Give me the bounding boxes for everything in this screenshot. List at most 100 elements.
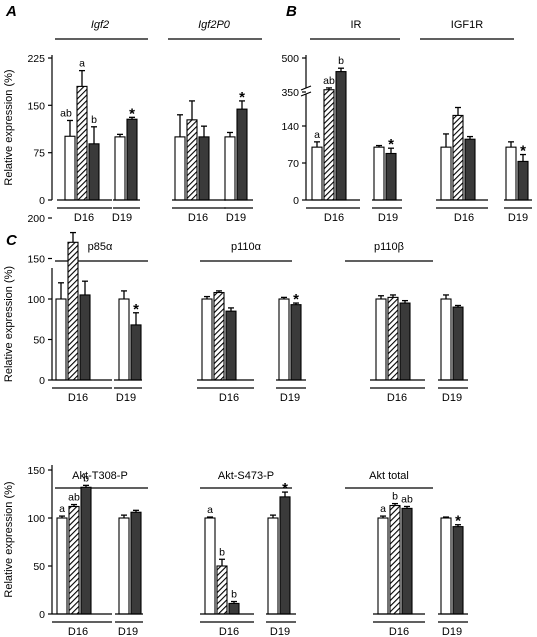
bar bbox=[452, 526, 464, 615]
x-group-label: D19 bbox=[116, 392, 136, 404]
bar bbox=[186, 119, 198, 201]
y-tick-label: 100 bbox=[27, 294, 45, 306]
y-tick-label: 500 bbox=[281, 53, 299, 65]
bar bbox=[464, 138, 476, 201]
y-tick-label: 140 bbox=[281, 121, 299, 133]
y-tick-label: 50 bbox=[33, 335, 45, 347]
bar bbox=[311, 146, 323, 201]
bar bbox=[80, 486, 92, 615]
x-group-label: D19 bbox=[118, 626, 138, 637]
bar bbox=[505, 146, 517, 201]
y-tick-label: 0 bbox=[39, 375, 45, 387]
bar bbox=[389, 504, 401, 615]
bar bbox=[118, 517, 130, 615]
bar bbox=[56, 517, 68, 615]
gene-title: Akt-T308-P bbox=[72, 470, 128, 482]
y-tick-label: 0 bbox=[39, 609, 45, 621]
panel-letter: B bbox=[286, 3, 297, 20]
group-letter: ab bbox=[323, 75, 335, 87]
gene-title: IGF1R bbox=[451, 19, 483, 31]
bar bbox=[267, 517, 279, 615]
bar bbox=[213, 291, 225, 381]
y-axis-label: Relative expression (%) bbox=[3, 266, 15, 382]
chart-panel-C1: C 0 50 100 150 200 Relative expression (%) p85α… bbox=[3, 213, 468, 404]
bar bbox=[517, 160, 529, 201]
y-tick-label: 150 bbox=[27, 100, 45, 112]
y-tick-label: 0 bbox=[293, 195, 299, 207]
bar bbox=[68, 505, 80, 615]
group-letter: a bbox=[207, 504, 213, 516]
x-group-label: D19 bbox=[442, 626, 462, 637]
bar bbox=[198, 136, 210, 201]
group-letter: b bbox=[338, 55, 344, 67]
bar bbox=[88, 143, 100, 201]
gene-title: p110β bbox=[374, 241, 404, 253]
bar bbox=[130, 324, 142, 381]
gene-title: Akt total bbox=[369, 470, 409, 482]
y-tick-label: 350 bbox=[281, 87, 299, 99]
bar bbox=[216, 565, 228, 615]
significance-star: * bbox=[520, 143, 526, 160]
bar bbox=[225, 310, 237, 381]
y-tick-label: 50 bbox=[33, 561, 45, 573]
y-axis-label: Relative expression (%) bbox=[3, 481, 15, 597]
x-group-label: D19 bbox=[378, 212, 398, 224]
y-tick-label: 150 bbox=[27, 465, 45, 477]
axis-break-mark bbox=[300, 91, 312, 97]
bar bbox=[452, 114, 464, 201]
bar bbox=[335, 71, 347, 201]
bar bbox=[401, 507, 413, 615]
y-tick-label: 225 bbox=[27, 53, 45, 65]
significance-star: * bbox=[282, 480, 288, 497]
gene-title: Igf2P0 bbox=[198, 19, 231, 31]
bar bbox=[79, 294, 91, 381]
bar bbox=[387, 296, 399, 381]
group-letter: a bbox=[380, 503, 386, 515]
bar bbox=[452, 306, 464, 381]
bar bbox=[224, 136, 236, 201]
gene-title: p110α bbox=[231, 241, 262, 253]
x-group-label: D16 bbox=[68, 626, 88, 637]
chart-panel-B: B 0 70 140 350 500 IR a abb D16 * D19 IGF1R D16 * D19 bbox=[281, 3, 532, 224]
bar bbox=[204, 517, 216, 615]
gene-title: Akt-S473-P bbox=[218, 470, 274, 482]
significance-star: * bbox=[239, 89, 245, 106]
x-group-label: D16 bbox=[188, 212, 208, 224]
bar bbox=[399, 302, 411, 381]
bar bbox=[385, 152, 397, 201]
bar bbox=[118, 298, 130, 381]
bar bbox=[373, 146, 385, 201]
bar bbox=[64, 135, 76, 201]
x-group-label: D19 bbox=[270, 626, 290, 637]
bar bbox=[377, 517, 389, 615]
gene-title: Igf2 bbox=[91, 19, 109, 31]
bar bbox=[76, 85, 88, 201]
y-axis-label: Relative expression (%) bbox=[3, 69, 15, 185]
y-tick-label: 70 bbox=[287, 158, 299, 170]
group-letter: b bbox=[392, 491, 398, 503]
y-tick-label: 200 bbox=[27, 213, 45, 225]
chart-panel-C2: 0 50 100 150 Relative expression (%) Akt-T308… bbox=[3, 465, 468, 637]
x-group-label: D16 bbox=[389, 626, 409, 637]
group-letter: ab bbox=[68, 492, 80, 504]
significance-star: * bbox=[133, 301, 139, 318]
panel-letter: A bbox=[5, 3, 17, 20]
bar bbox=[228, 602, 240, 615]
bar bbox=[290, 304, 302, 381]
bar bbox=[126, 118, 138, 201]
bar bbox=[440, 517, 452, 615]
bar bbox=[278, 298, 290, 381]
group-letter: ab bbox=[60, 107, 72, 119]
bar bbox=[375, 298, 387, 381]
x-group-label: D16 bbox=[387, 392, 407, 404]
significance-star: * bbox=[455, 513, 461, 530]
group-letter: ab bbox=[401, 493, 413, 505]
gene-title: IR bbox=[351, 19, 362, 31]
bar bbox=[236, 108, 248, 201]
group-letter: a bbox=[59, 503, 65, 515]
x-group-label: D19 bbox=[280, 392, 300, 404]
x-group-label: D19 bbox=[508, 212, 528, 224]
group-letter: a bbox=[314, 129, 320, 141]
bar bbox=[440, 146, 452, 201]
